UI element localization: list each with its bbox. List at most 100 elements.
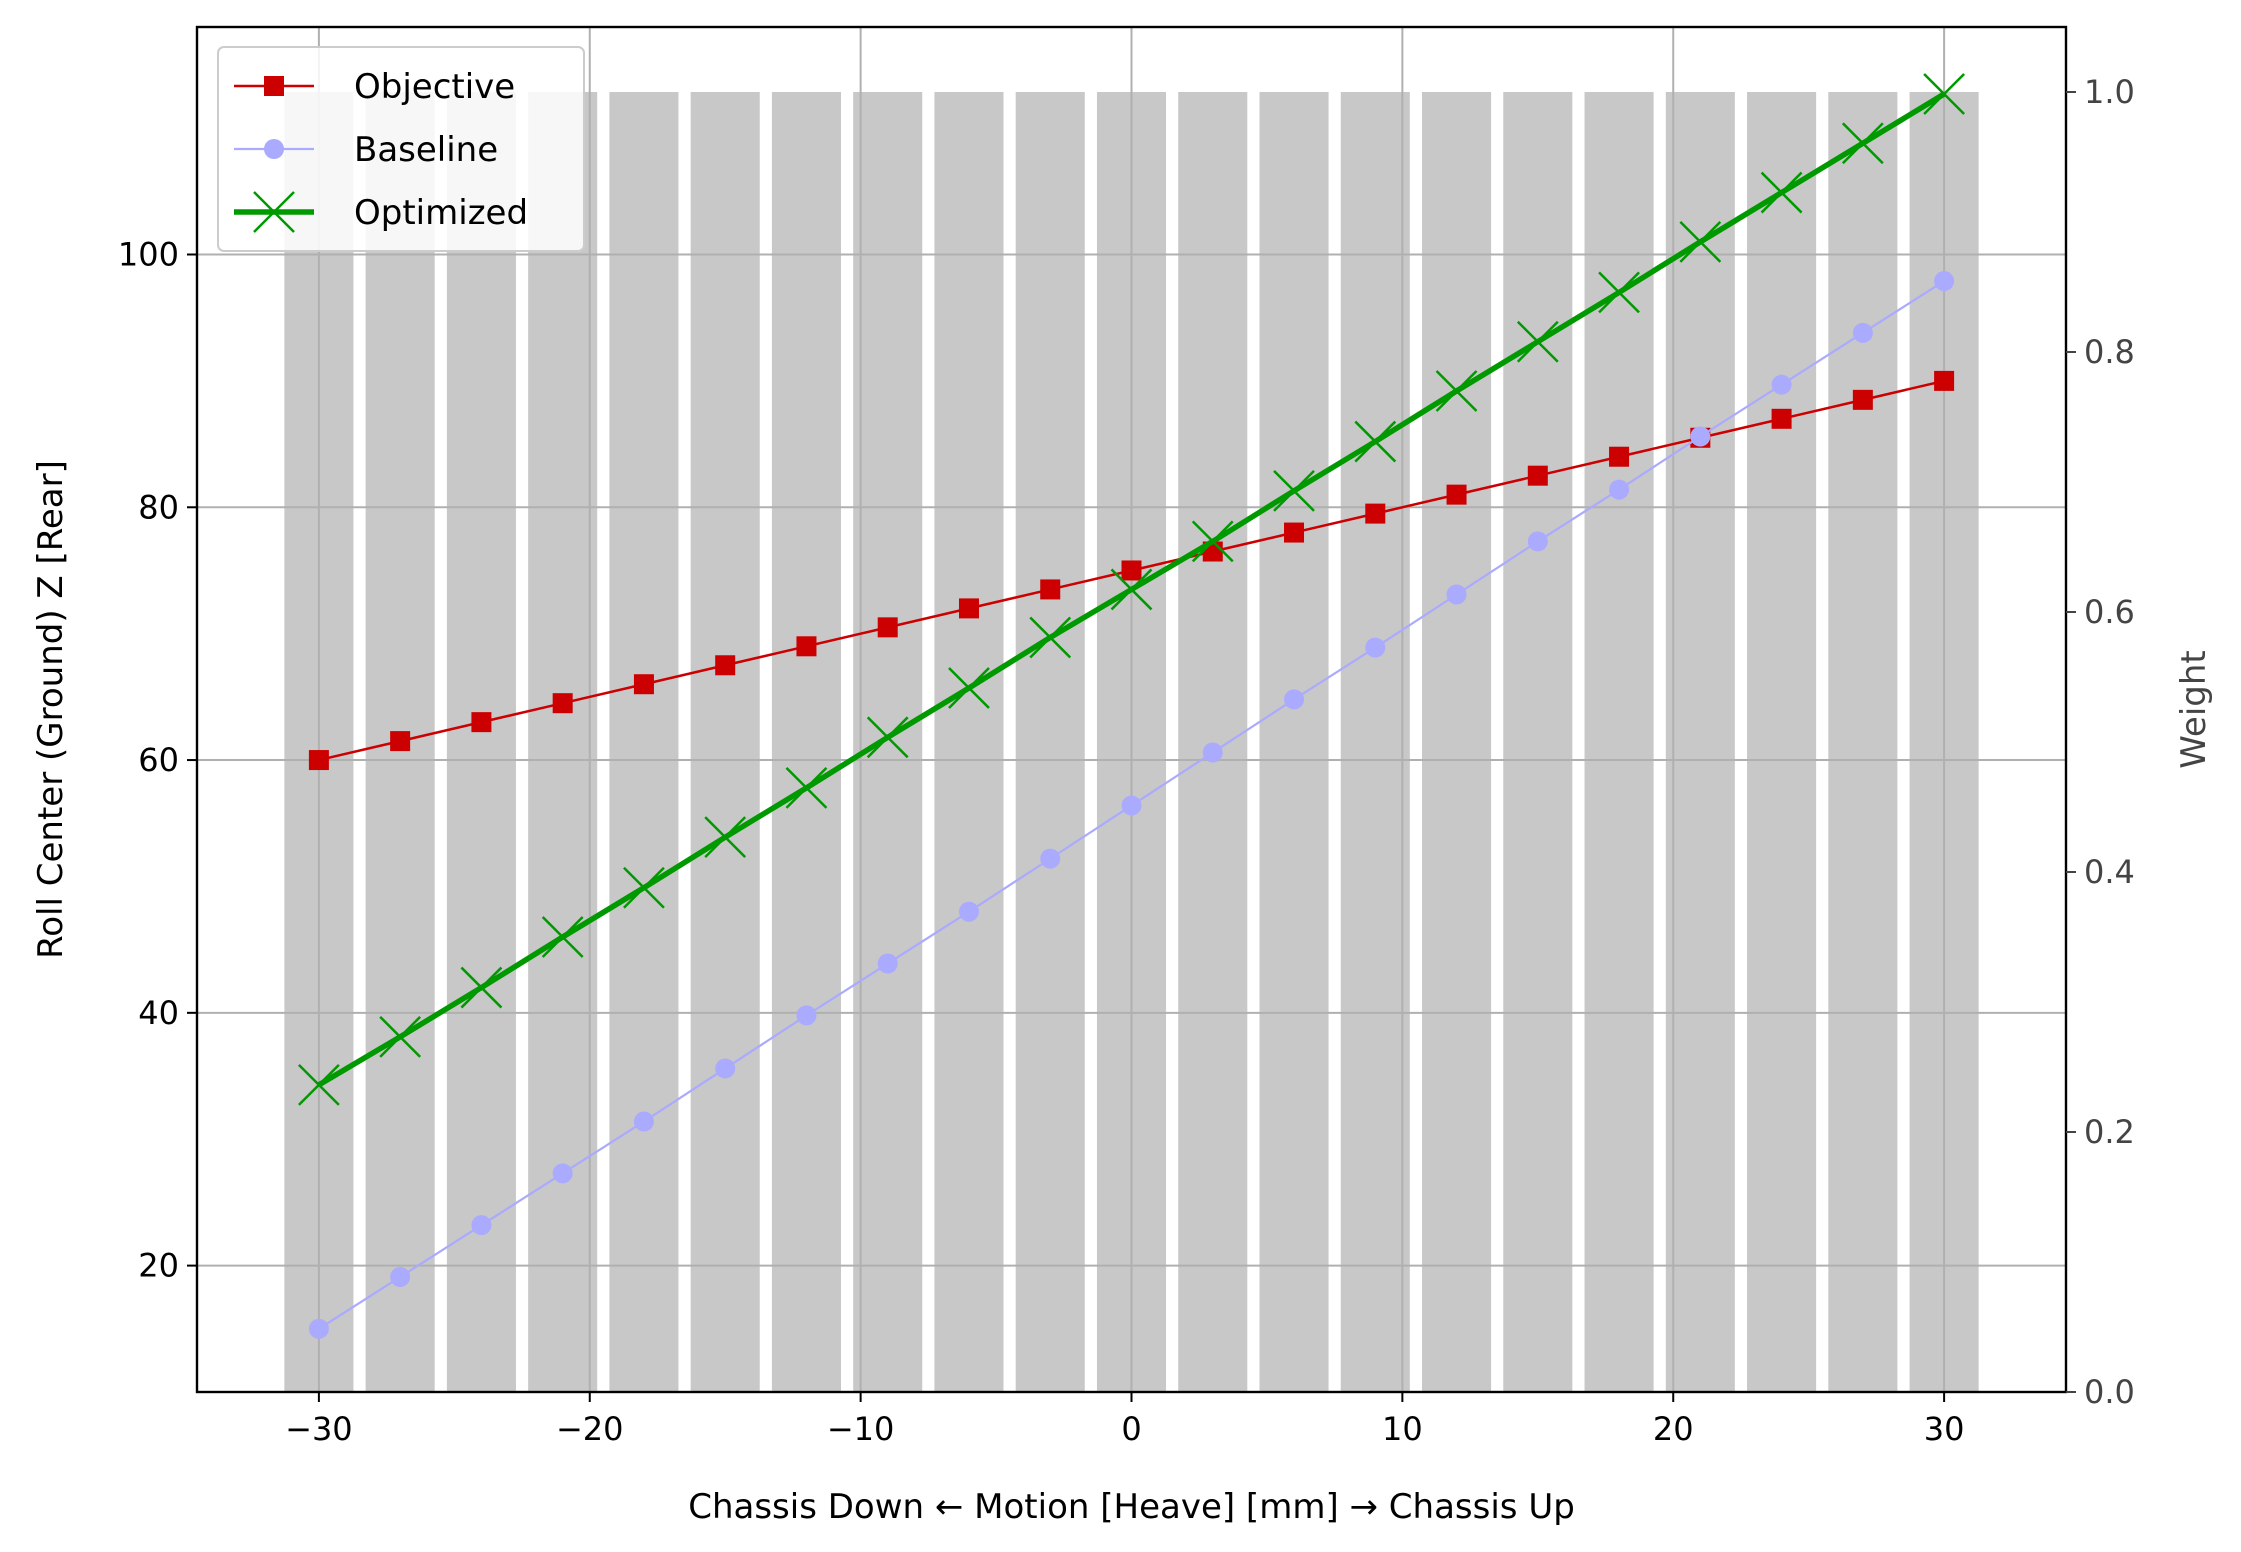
series-optimized [298,73,1965,1106]
data-point [1760,171,1803,214]
data-point [623,866,665,909]
x-tick-label: −10 [827,1410,895,1448]
data-point [1527,531,1548,552]
data-point [1852,389,1873,410]
data-point [552,1163,573,1184]
x-axis-label: Chassis Down ← Motion [Heave] [mm] → Cha… [688,1487,1575,1527]
data-point [877,953,898,974]
data-point [877,617,898,638]
data-point [390,731,411,752]
axes: −30 −20 −10 0 10 20 30 20 40 60 80 100 0.0 0.2 0.4 0.6 0… [118,73,2135,1448]
data-point [1121,560,1142,581]
weight-bar [934,92,1004,1392]
legend-swatch-marker [264,139,284,159]
weight-bar [1259,92,1329,1392]
weight-bar [1747,92,1817,1392]
data-point [633,674,654,695]
data-point [1934,370,1955,391]
legend-label: Optimized [354,193,528,233]
data-point [1284,689,1305,710]
data-point [958,901,979,922]
y2-axis-label: Weight [2174,650,2214,768]
y-tick-label: 100 [118,236,179,274]
legend-swatch-marker [264,76,284,96]
data-point [1516,320,1559,363]
data-point [1354,420,1397,463]
weight-bar [1178,92,1248,1392]
data-point [390,1266,411,1287]
x-tick-label: −20 [556,1410,624,1448]
data-point [1365,637,1386,658]
data-point [948,667,990,709]
data-point [1029,616,1072,659]
y2-tick-label: 0.2 [2084,1113,2135,1151]
series-objective [308,370,1955,771]
data-point [1191,520,1234,563]
weight-bar [609,92,679,1392]
x-tick-label: 10 [1382,1410,1423,1448]
data-point [715,1058,736,1079]
legend: Objective Baseline Optimized [217,46,585,252]
weight-bar [1503,92,1573,1392]
data-point [1273,469,1315,512]
data-point [1923,73,1965,115]
data-point [796,636,817,657]
weight-bar [1665,92,1735,1392]
data-point [1110,568,1153,611]
weight-bar [1828,92,1898,1392]
data-point [1040,579,1061,600]
series-layer [298,73,1965,1339]
data-point [1690,426,1711,447]
data-point [1121,795,1142,816]
weight-bar [690,92,760,1392]
data-point [379,1015,422,1058]
y2-tick-label: 0.8 [2084,333,2135,371]
y2-tick-label: 0.0 [2084,1373,2135,1411]
weight-bar [1015,92,1085,1392]
data-point [471,1215,492,1236]
y-axis-label: Roll Center (Ground) Z [Rear] [31,460,71,959]
data-point [1365,503,1386,524]
data-point [552,693,573,714]
legend-frame [217,46,585,252]
data-point [308,750,329,771]
data-point [1771,408,1792,429]
data-point [785,766,828,809]
data-point [308,1318,329,1339]
data-point [298,1063,340,1106]
legend-label: Objective [354,67,515,107]
weight-bar [853,92,923,1392]
data-point [1446,584,1467,605]
data-point [471,712,492,733]
data-point [1040,848,1061,869]
y-tick-label: 40 [138,994,179,1032]
data-point [1609,446,1630,467]
data-point [1841,122,1884,165]
data-point [1202,742,1223,763]
x-tick-label: 0 [1121,1410,1141,1448]
y-tick-label: 60 [138,741,179,779]
data-point [1527,465,1548,486]
data-point [1446,484,1467,505]
data-point [715,655,736,676]
data-point [1435,370,1478,412]
data-point [460,966,503,1009]
weight-bar [771,92,841,1392]
weight-bar [1340,92,1410,1392]
weight-bar [528,92,598,1392]
weight-bar [1584,92,1654,1392]
weight-bar [1422,92,1492,1392]
x-tick-label: 20 [1653,1410,1694,1448]
data-point [1934,271,1955,292]
data-point [866,716,909,759]
data-point [1284,522,1305,543]
x-tick-label: −30 [285,1410,353,1448]
data-point [704,816,747,859]
data-point [796,1005,817,1026]
data-point [1598,271,1640,314]
data-point [541,916,584,958]
y2-tick-label: 0.6 [2084,593,2135,631]
y2-tick-label: 1.0 [2084,73,2135,111]
grid-lines [197,27,2066,1392]
